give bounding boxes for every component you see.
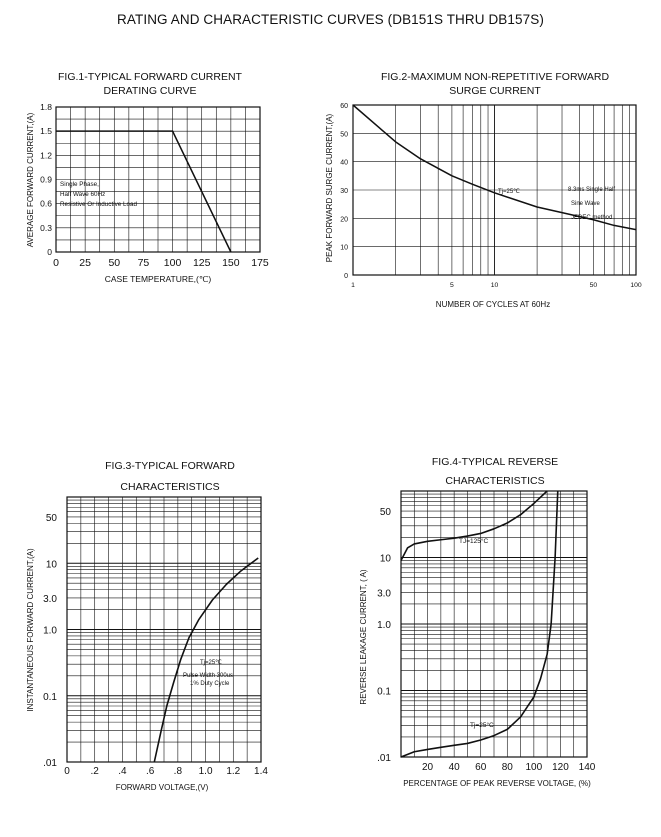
fig3-x-tick: 1.0 — [199, 766, 213, 777]
fig1-y-tick: 0.3 — [40, 223, 52, 233]
fig1-y-tick: 0.6 — [40, 199, 52, 209]
fig4-x-tick: 60 — [475, 762, 487, 773]
fig4-y-tick: 0.1 — [377, 687, 391, 698]
fig3-annotation: Pulse Width 300us — [183, 673, 233, 679]
fig2-annotation: JEDEC method — [571, 215, 612, 221]
fig1-y-tick: 0.9 — [40, 175, 52, 185]
fig1-series-line — [56, 130, 232, 253]
fig3-y-label: INSTANTANEOUS FORWARD CURRENT,(A) — [26, 548, 35, 712]
fig3-x-tick: 1.2 — [226, 766, 240, 777]
fig1-y-tick: 1.5 — [40, 126, 52, 136]
fig1-x-tick: 125 — [193, 257, 211, 269]
fig1-frame — [55, 106, 261, 253]
fig1-x-tick: 75 — [138, 257, 150, 269]
fig3-x-tick: .6 — [146, 766, 155, 777]
fig3-x-tick: .2 — [91, 766, 100, 777]
fig1-x-tick: 50 — [108, 257, 120, 269]
fig3-y-tick: 0.1 — [43, 692, 57, 703]
fig2-y-tick: 20 — [340, 216, 348, 223]
fig2-y-tick: 0 — [344, 273, 348, 280]
fig1-x-tick: 175 — [251, 257, 269, 269]
fig4-x-tick: 20 — [422, 762, 434, 773]
fig2-y-tick: 10 — [340, 245, 348, 252]
fig3-x-tick: .4 — [118, 766, 127, 777]
fig2-frame — [352, 104, 637, 276]
page-title: RATING AND CHARACTERISTIC CURVES (DB151S… — [117, 12, 544, 27]
fig2-y-tick: 50 — [340, 131, 348, 138]
fig4-frame — [400, 490, 588, 758]
fig2-y-tick: 40 — [340, 160, 348, 167]
fig2-title: FIG.2-MAXIMUM NON-REPETITIVE FORWARD SUR… — [380, 71, 610, 97]
fig3-x-tick: 0 — [64, 766, 70, 777]
fig4-y-tick: 3.0 — [377, 588, 391, 599]
fig4-y-tick: .01 — [377, 753, 391, 764]
fig4-y-tick: 50 — [380, 507, 392, 518]
fig1-annotation: Half Wave 60Hz — [60, 191, 105, 198]
fig4-x-tick: 80 — [502, 762, 514, 773]
fig4-series-line — [400, 490, 559, 758]
fig3-x-tick: .8 — [174, 766, 183, 777]
fig4-y-tick: 1.0 — [377, 620, 391, 631]
fig3-x-label: FORWARD VOLTAGE,(V) — [116, 783, 209, 792]
fig1-y-label: AVERAGE FORWARD CURRENT,(A) — [26, 112, 35, 247]
fig2-x-tick: 1 — [351, 282, 355, 289]
fig4-title: FIG.4-TYPICAL REVERSE CHARACTERISTICS — [431, 456, 559, 487]
fig1-x-tick: 150 — [222, 257, 240, 269]
fig3-annotation: 1% Duty Cycle — [190, 681, 230, 687]
fig2-annotation: Tj=25℃ — [498, 189, 520, 195]
fig1-x-label: CASE TEMPERATURE,(℃) — [105, 274, 212, 284]
fig1-x-tick: 0 — [53, 257, 59, 269]
fig1-y-tick: 1.2 — [40, 150, 52, 160]
fig3-title: FIG.3-TYPICAL FORWARD CHARACTERISTICS — [105, 460, 235, 493]
fig1-x-tick: 100 — [164, 257, 182, 269]
fig3-x-tick: 1.4 — [254, 766, 268, 777]
fig2-x-tick: 10 — [491, 282, 499, 289]
fig2-x-tick: 5 — [450, 282, 454, 289]
fig4-x-tick: 40 — [449, 762, 461, 773]
fig4-series-line — [400, 490, 548, 561]
fig3-frame — [66, 496, 262, 763]
fig1-title: FIG.1-TYPICAL FORWARD CURRENT DERATING C… — [58, 71, 242, 97]
fig1-y-tick: 1.8 — [40, 102, 52, 112]
fig3-annotation: Tj=25℃ — [200, 660, 222, 666]
fig1-y-tick: 0 — [47, 247, 52, 257]
fig4-x-tick: 100 — [526, 762, 543, 773]
fig4-x-label: PERCENTAGE OF PEAK REVERSE VOLTAGE, (%) — [403, 779, 591, 788]
fig3-y-tick: 1.0 — [43, 626, 57, 637]
fig1-x-tick: 25 — [79, 257, 91, 269]
fig2-annotation: 8.3ms Single Half — [568, 187, 615, 193]
fig4-x-tick: 140 — [579, 762, 596, 773]
fig2-x-label: NUMBER OF CYCLES AT 60Hz — [436, 300, 550, 309]
fig2-x-tick: 100 — [630, 282, 642, 289]
fig3-y-tick: .01 — [43, 758, 57, 769]
fig2-y-label: PEAK FORWARD SURGE CURRENT,(A) — [325, 113, 334, 262]
fig2-annotation: Sine Wave — [571, 201, 600, 207]
fig2-x-tick: 50 — [590, 282, 598, 289]
fig2-y-tick: 30 — [340, 188, 348, 195]
fig3-y-tick: 50 — [46, 513, 58, 524]
fig4-series-label: Tj=25°C — [470, 721, 494, 729]
fig4-x-tick: 120 — [552, 762, 569, 773]
fig2-series-line — [352, 104, 637, 231]
fig4-y-tick: 10 — [380, 554, 392, 565]
fig1-annotation: Resistive Or Inductive Load — [60, 201, 137, 208]
fig2-y-tick: 60 — [340, 103, 348, 110]
fig3-y-tick: 3.0 — [43, 594, 57, 605]
fig4-series-label: TJ=125°C — [459, 537, 488, 545]
fig3-series-line — [153, 557, 259, 763]
fig4-y-label: REVERSE LEAKAGE CURRENT, ( A) — [359, 569, 368, 704]
fig3-y-tick: 10 — [46, 559, 58, 570]
fig1-annotation: Single Phase, — [60, 181, 99, 188]
